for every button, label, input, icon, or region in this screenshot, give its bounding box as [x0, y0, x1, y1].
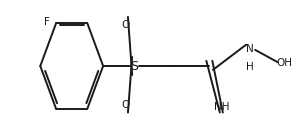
Text: H: H — [246, 62, 254, 72]
Text: OH: OH — [276, 58, 292, 68]
Text: NH: NH — [214, 102, 229, 112]
Text: S: S — [130, 60, 139, 72]
Text: O: O — [121, 100, 130, 110]
Text: N: N — [246, 44, 254, 54]
Text: O: O — [121, 20, 130, 30]
Text: F: F — [43, 17, 50, 27]
